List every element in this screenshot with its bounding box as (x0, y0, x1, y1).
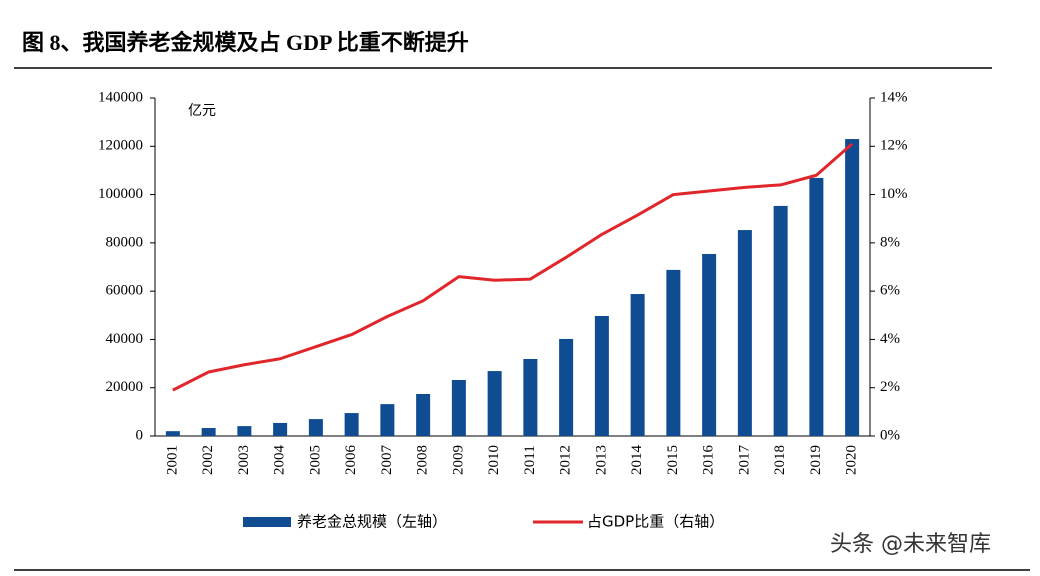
y2-tick-label: 10% (880, 186, 908, 202)
x-tick-label: 2007 (379, 445, 395, 476)
y2-tick-label: 4% (880, 331, 900, 347)
x-tick-label: 2015 (665, 445, 681, 475)
x-tick-label: 2012 (558, 445, 574, 475)
y-tick-label: 0 (136, 427, 144, 443)
x-tick-label: 2010 (486, 445, 502, 475)
y2-tick-label: 6% (880, 283, 900, 299)
bar (165, 431, 180, 436)
bar (773, 205, 788, 436)
bar (702, 253, 717, 436)
bar (630, 294, 645, 436)
bar (451, 379, 466, 436)
y-tick-label: 120000 (98, 138, 143, 154)
x-tick-label: 2006 (343, 445, 359, 476)
x-tick-label: 2002 (200, 445, 216, 475)
watermark: 头条 @未来智库 (830, 532, 991, 557)
x-tick-label: 2008 (415, 445, 431, 475)
bar (308, 419, 323, 436)
x-tick-label: 2005 (307, 445, 323, 475)
bar (845, 139, 860, 437)
bar (273, 422, 288, 436)
unit-label: 亿元 (188, 103, 216, 119)
x-tick-label: 2004 (272, 445, 288, 476)
chart-title: 图 8、我国养老金规模及占 GDP 比重不断提升 (22, 30, 469, 55)
legend-swatch (243, 517, 291, 527)
legend-label: 占GDP比重（右轴） (587, 513, 724, 531)
y2-tick-label: 12% (880, 138, 908, 154)
y2-tick-label: 14% (880, 89, 908, 105)
bar (809, 177, 824, 437)
y-tick-label: 60000 (106, 283, 144, 299)
y-tick-label: 80000 (106, 234, 144, 250)
x-tick-label: 2019 (808, 445, 824, 475)
x-tick-label: 2001 (164, 445, 180, 475)
x-tick-label: 2014 (629, 445, 645, 476)
y-tick-label: 20000 (106, 379, 144, 395)
bar (380, 404, 395, 436)
bar (559, 338, 574, 436)
x-tick-label: 2003 (236, 445, 252, 475)
legend-label: 养老金总规模（左轴） (297, 513, 447, 531)
bar (594, 316, 609, 436)
bar (416, 393, 431, 436)
bar (237, 426, 252, 436)
x-tick-label: 2018 (772, 445, 788, 475)
x-tick-label: 2020 (844, 445, 860, 475)
y2-tick-label: 8% (880, 234, 900, 250)
bar (737, 230, 752, 436)
x-tick-label: 2016 (701, 445, 717, 476)
bar (344, 413, 359, 436)
x-tick-label: 2011 (522, 445, 538, 474)
bar (523, 358, 538, 436)
x-tick-label: 2013 (593, 445, 609, 475)
bar (666, 269, 681, 436)
bar (487, 371, 502, 436)
y2-tick-label: 0% (880, 427, 900, 443)
x-tick-label: 2017 (736, 445, 752, 476)
bar (201, 428, 216, 436)
y-tick-label: 40000 (106, 331, 144, 347)
y2-tick-label: 2% (880, 379, 900, 395)
y-tick-label: 100000 (98, 186, 143, 202)
line (172, 142, 854, 392)
x-tick-label: 2009 (450, 445, 466, 475)
y-tick-label: 140000 (98, 89, 143, 105)
